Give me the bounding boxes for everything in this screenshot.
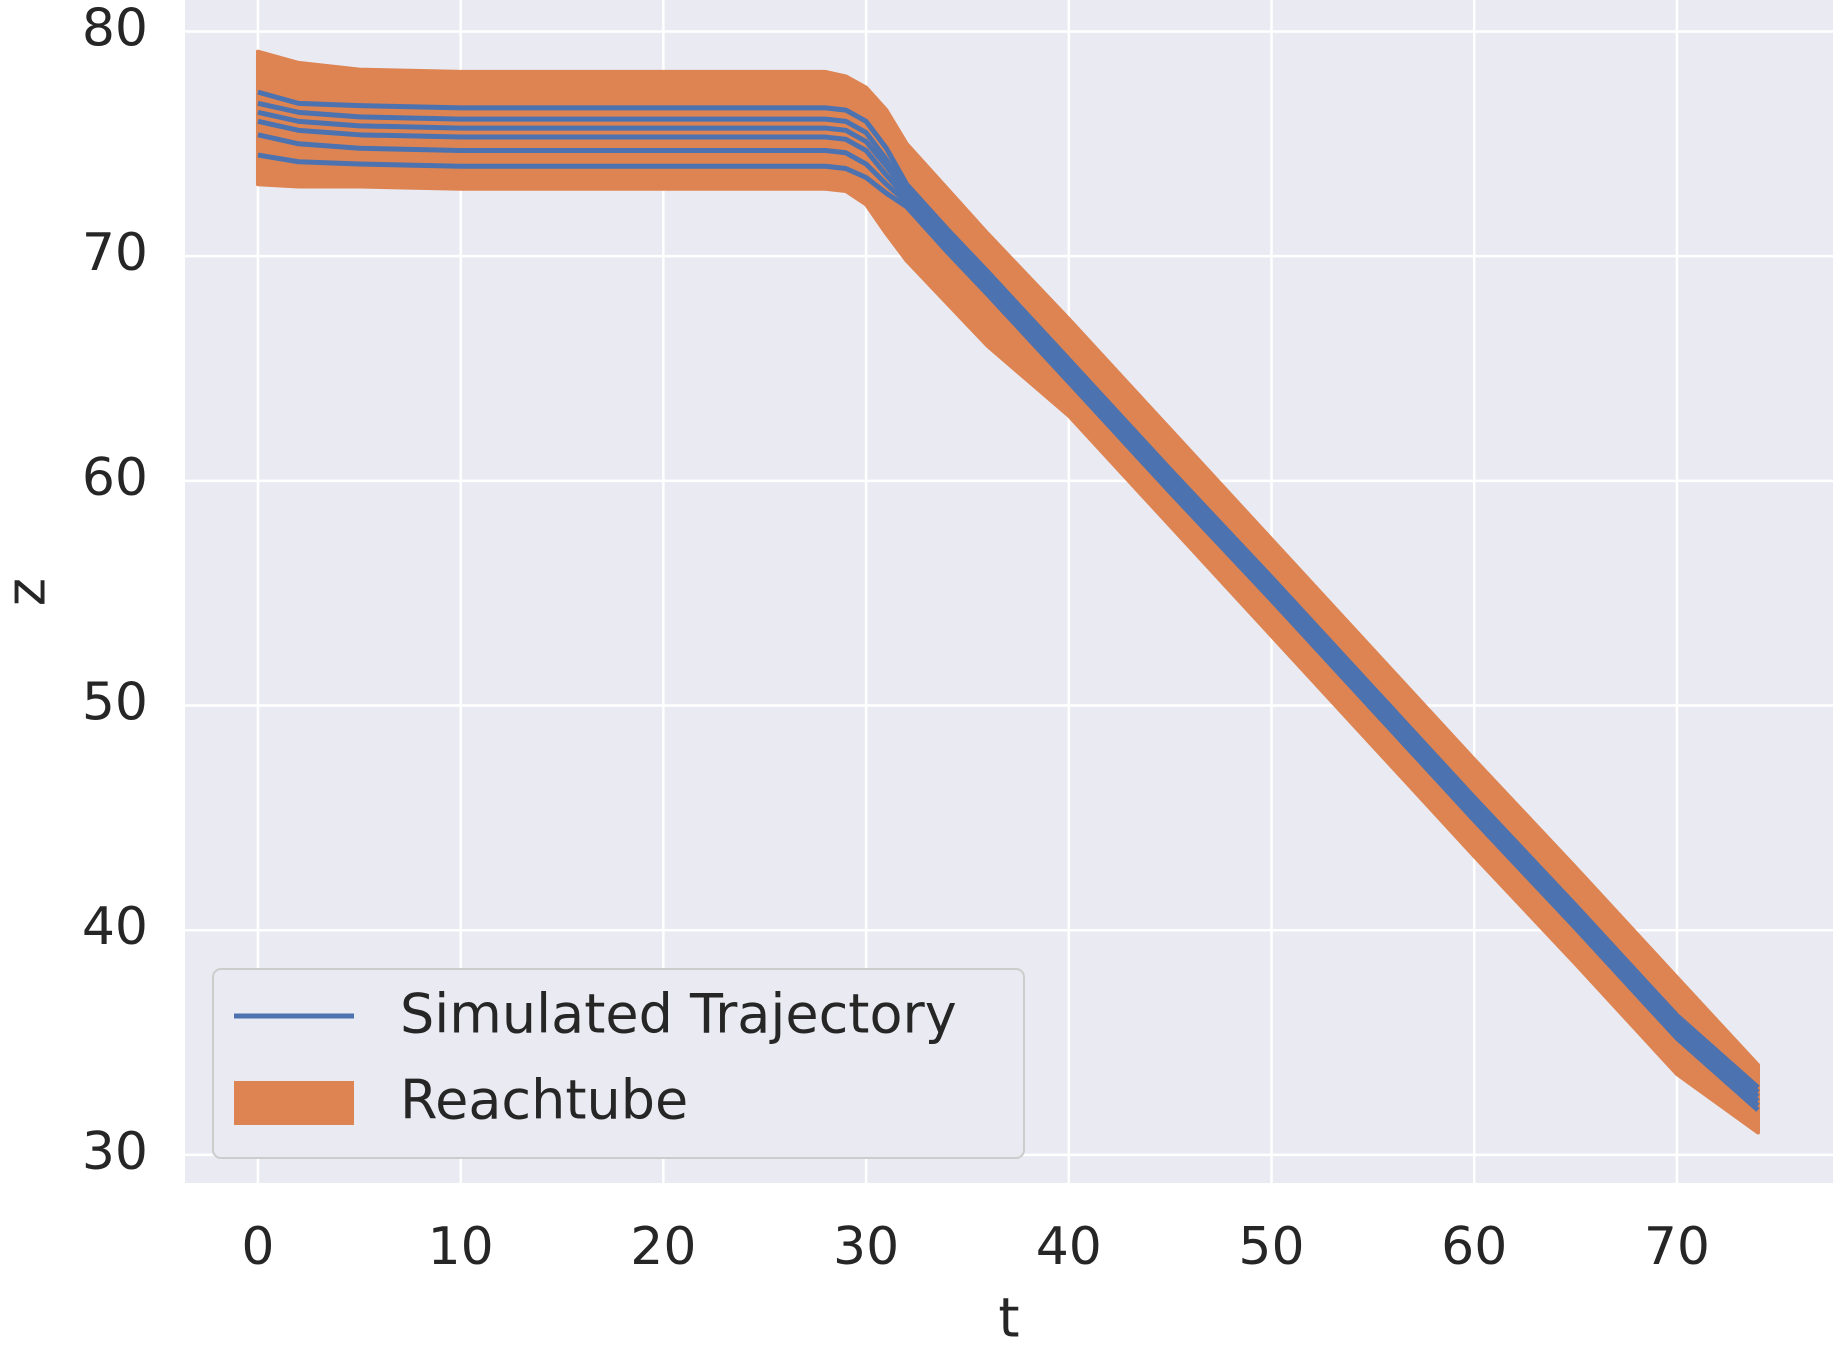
y-tick-label: 50 [82, 673, 148, 733]
legend-box [212, 968, 1025, 1159]
y-tick-label: 30 [82, 1122, 148, 1182]
y-tick-label: 70 [82, 223, 148, 283]
trajectory [257, 100, 1760, 1094]
x-axis-label: t [998, 1287, 1019, 1350]
x-tick-label: 60 [1441, 1217, 1507, 1277]
x-tick-label: 30 [833, 1217, 899, 1277]
x-tick-label: 10 [428, 1217, 494, 1277]
y-axis-label: z [0, 578, 58, 606]
y-tick-label: 80 [82, 0, 148, 58]
y-tick-label: 40 [82, 897, 148, 957]
trajectory [257, 132, 1760, 1108]
trajectory [257, 152, 1760, 1112]
legend-label: Simulated Trajectory [400, 983, 957, 1046]
legend: Simulated Trajectory Reachtube [212, 968, 1025, 1159]
trajectory [257, 89, 1760, 1090]
reachtube [255, 49, 1760, 1135]
x-tick-label: 70 [1644, 1217, 1710, 1277]
x-tick-label: 40 [1036, 1217, 1102, 1277]
legend-patch [234, 1081, 354, 1125]
y-tick-label: 60 [82, 448, 148, 508]
legend-label: Reachtube [400, 1069, 688, 1132]
x-tick-label: 50 [1238, 1217, 1304, 1277]
trajectory [257, 118, 1760, 1103]
x-tick-label: 0 [241, 1217, 274, 1277]
x-tick-label: 20 [630, 1217, 696, 1277]
trajectory [257, 109, 1760, 1099]
